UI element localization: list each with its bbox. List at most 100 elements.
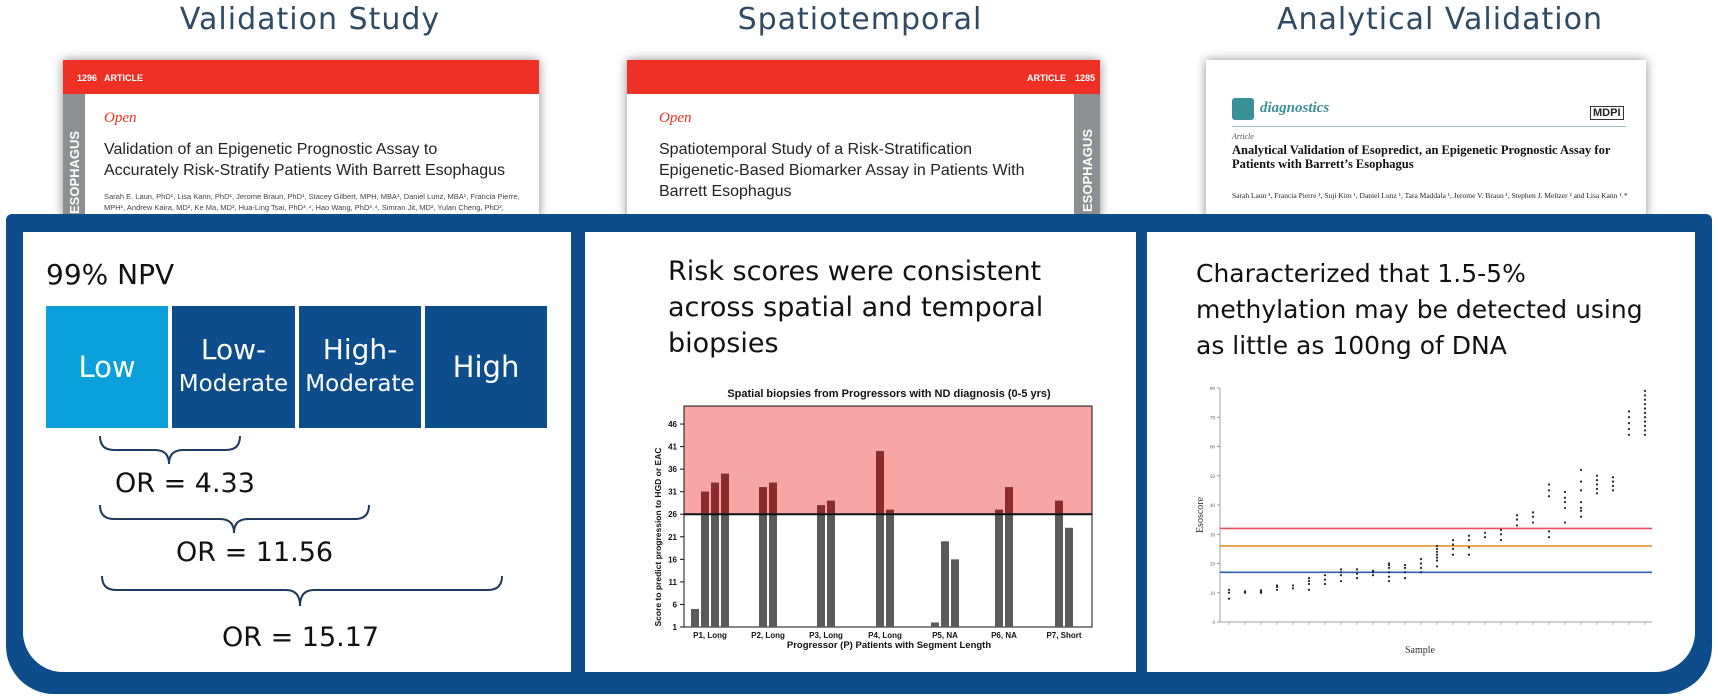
bar — [769, 482, 777, 627]
data-point — [1387, 571, 1391, 574]
bar — [759, 487, 767, 627]
y-tick-label: 80 — [1210, 387, 1216, 392]
data-point — [1499, 533, 1503, 536]
data-point — [1371, 569, 1375, 572]
data-point — [1531, 511, 1535, 514]
bar — [1055, 500, 1063, 627]
bar-high-segment — [1005, 487, 1013, 515]
data-point — [1355, 568, 1359, 571]
y-tick-label: 30 — [1210, 533, 1216, 538]
x-tick-label: P4, Long — [868, 631, 902, 640]
y-tick-label: 46 — [668, 420, 677, 429]
data-point — [1339, 574, 1343, 577]
chart-title: Spatial biopsies from Progressors with N… — [727, 388, 1051, 400]
data-point — [1435, 547, 1439, 550]
x-tick-label: P2, Long — [751, 631, 785, 640]
bar-high-segment — [759, 487, 767, 515]
y-tick-label: 50 — [1210, 475, 1216, 480]
data-point — [1611, 489, 1615, 492]
chart-y-label: Esoscore — [1195, 496, 1206, 533]
data-point — [1643, 398, 1647, 401]
data-point — [1547, 489, 1551, 492]
data-point — [1595, 487, 1599, 491]
data-point — [1291, 587, 1295, 590]
data-point — [1339, 568, 1343, 571]
chart-y-label: Score to predict progression to HGD or E… — [653, 448, 663, 627]
bar — [817, 505, 825, 627]
bar — [701, 491, 709, 627]
y-tick-label: 40 — [1210, 504, 1216, 509]
data-point — [1531, 515, 1535, 518]
finding-line-3: as little as 100ng of DNA — [1196, 331, 1507, 360]
y-tick-label: 6 — [673, 600, 678, 609]
data-point — [1579, 480, 1583, 483]
open-access-label: Open — [659, 110, 692, 126]
bar-high-segment — [995, 509, 1003, 515]
data-point — [1467, 546, 1471, 549]
x-tick-label: P5, NA — [932, 631, 958, 640]
finding-line-1: Characterized that 1.5-5% — [1196, 259, 1526, 288]
y-tick-label: 20 — [1210, 563, 1216, 568]
data-point — [1419, 562, 1423, 565]
data-point — [1323, 574, 1327, 577]
data-point — [1563, 496, 1567, 499]
x-tick-label: P1, Long — [693, 631, 727, 640]
data-point — [1419, 558, 1423, 561]
data-point — [1355, 577, 1359, 580]
data-point — [1227, 597, 1231, 600]
data-point — [1547, 536, 1551, 539]
y-tick-label: 60 — [1210, 446, 1216, 451]
data-point — [1643, 411, 1647, 414]
panel-analytical — [1147, 232, 1695, 672]
section-label: ARTICLE — [104, 73, 143, 83]
data-point — [1579, 506, 1583, 510]
section-label: ARTICLE — [1027, 73, 1066, 83]
data-point — [1563, 506, 1567, 510]
data-point — [1307, 579, 1311, 583]
data-point — [1595, 479, 1599, 482]
y-tick-label: 36 — [668, 465, 677, 474]
data-point — [1563, 490, 1567, 493]
data-point — [1643, 433, 1647, 436]
bar-high-segment — [769, 482, 777, 515]
y-tick-label: 16 — [668, 555, 677, 564]
bar — [941, 541, 949, 627]
data-point — [1643, 420, 1647, 423]
data-point — [1435, 556, 1439, 559]
bar — [951, 559, 959, 627]
bar-high-segment — [701, 491, 709, 515]
analytical-finding: Characterized that 1.5-5% methylation ma… — [1196, 256, 1643, 364]
finding-line-1: Risk scores were consistent — [668, 256, 1042, 287]
data-point — [1627, 410, 1631, 413]
data-point — [1275, 584, 1279, 587]
risk-label-line1: High- — [322, 333, 398, 366]
data-point — [1643, 429, 1647, 432]
finding-line-3: biopsies — [668, 328, 779, 359]
data-point — [1467, 539, 1471, 542]
data-point — [1579, 509, 1583, 512]
y-tick-label: 26 — [668, 510, 677, 519]
data-point — [1291, 584, 1295, 587]
article-type: Article — [1232, 132, 1254, 141]
bar — [691, 608, 699, 627]
data-point — [1579, 468, 1583, 471]
data-point — [1595, 483, 1599, 486]
data-point — [1467, 553, 1471, 556]
paper-title: Validation of an Epigenetic Prognostic A… — [104, 141, 506, 179]
data-point — [1611, 484, 1615, 488]
data-point — [1323, 582, 1327, 586]
data-point — [1419, 566, 1423, 569]
odds-ratio-1: OR = 4.33 — [115, 468, 255, 499]
data-point — [1643, 424, 1647, 428]
data-point — [1563, 500, 1567, 504]
x-tick-label: P3, Long — [809, 631, 843, 640]
data-point — [1627, 427, 1631, 431]
risk-label: High — [452, 350, 520, 384]
data-point — [1579, 500, 1583, 504]
risk-label-line1: Low- — [200, 333, 267, 366]
risk-box-high-moderate: High- Moderate — [299, 306, 421, 428]
bar — [711, 482, 719, 627]
data-point — [1595, 492, 1599, 495]
data-point — [1243, 590, 1247, 593]
bar-high-segment — [827, 500, 835, 515]
